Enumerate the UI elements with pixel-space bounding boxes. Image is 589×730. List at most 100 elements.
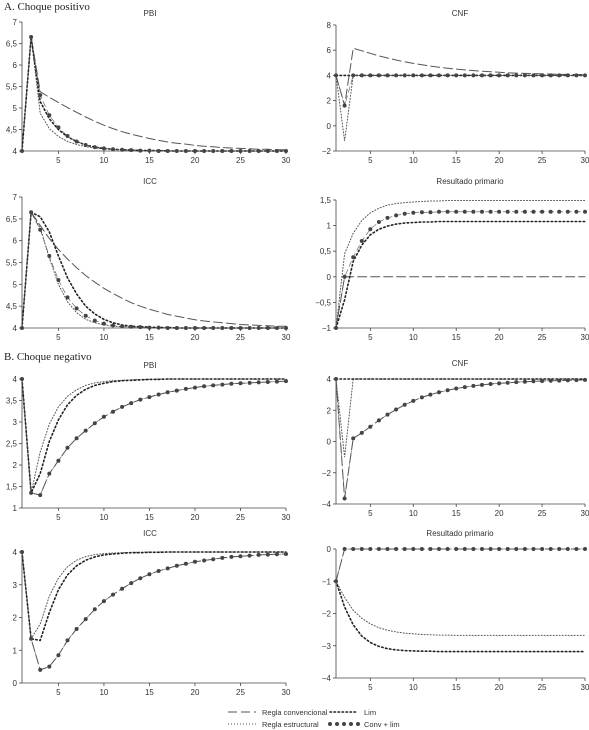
data-point	[284, 379, 288, 384]
data-point	[111, 592, 115, 597]
section-title-b: B. Choque negativo	[4, 351, 92, 363]
y-tick-label: 4	[327, 375, 332, 384]
data-point	[531, 209, 536, 214]
series-regla-estructural	[335, 200, 586, 329]
x-tick-label: 5	[368, 333, 373, 342]
data-point	[284, 326, 288, 330]
series-lim	[21, 551, 287, 642]
y-tick-label: 5,5	[6, 83, 18, 92]
data-point	[274, 552, 279, 557]
y-tick-label: −4	[322, 674, 332, 683]
data-point	[385, 215, 390, 220]
y-tick-label: 7	[13, 193, 18, 202]
data-point	[20, 550, 24, 554]
data-point	[505, 380, 510, 385]
data-point	[540, 547, 545, 551]
data-point	[557, 547, 562, 551]
series-line-lim	[21, 551, 287, 642]
data-point	[156, 325, 161, 330]
x-tick-label: 10	[99, 156, 108, 165]
x-tick-label: 10	[99, 688, 108, 697]
series-regla-convencional	[21, 36, 287, 152]
x-tick-label: 5	[368, 509, 373, 518]
data-point	[147, 395, 152, 400]
legend-swatch-dot	[342, 722, 346, 726]
data-point	[174, 388, 179, 393]
data-point	[531, 73, 536, 78]
data-point	[548, 378, 553, 383]
legend-item-regla-convencional: Regla convencional	[228, 708, 328, 717]
legend-label: Regla convencional	[262, 708, 328, 717]
data-point	[256, 380, 261, 385]
series-regla-convencional	[335, 276, 586, 329]
data-point	[574, 209, 579, 214]
x-tick-label: 25	[236, 513, 245, 522]
data-point	[462, 209, 467, 214]
data-point	[359, 547, 364, 551]
data-point	[156, 149, 161, 153]
y-tick-label: −2	[322, 469, 332, 478]
data-point	[156, 569, 161, 573]
data-point	[83, 428, 88, 433]
data-point	[565, 547, 570, 551]
series-line-conv-lim	[21, 378, 287, 496]
data-point	[83, 617, 88, 622]
x-tick-label: 25	[538, 683, 547, 692]
data-point	[368, 73, 373, 78]
series-regla-estructural	[21, 551, 287, 641]
data-point	[56, 458, 61, 463]
series-conv-lim	[334, 73, 587, 108]
data-point	[394, 213, 399, 218]
data-point	[411, 547, 416, 551]
data-point	[497, 381, 502, 386]
data-point	[129, 581, 134, 586]
y-tick-label: 3	[13, 581, 18, 590]
series-line-lim	[21, 36, 287, 152]
y-tick-label: −0,5	[315, 298, 331, 307]
y-tick-label: 1,5	[320, 196, 332, 205]
y-tick-label: 4,5	[6, 302, 18, 311]
x-tick-label: 5	[56, 156, 61, 165]
y-tick-label: 0	[327, 438, 332, 447]
data-point	[138, 397, 143, 402]
data-point	[193, 559, 197, 564]
series-regla-convencional	[335, 548, 586, 582]
x-tick-label: 5	[368, 156, 373, 165]
panel-b-icc: ICC 0 1 2 3 4 5 10 15 20 25 30	[13, 529, 291, 697]
y-tick-label: 1	[13, 504, 18, 513]
data-point	[514, 209, 519, 214]
data-point	[29, 210, 34, 215]
data-point	[462, 73, 467, 78]
data-point	[147, 572, 152, 577]
data-point	[65, 134, 70, 138]
series-line-lim	[335, 580, 586, 653]
data-point	[583, 73, 587, 78]
data-point	[92, 145, 97, 150]
legend-swatch-dot	[356, 722, 360, 726]
y-tick-label: 1	[13, 646, 18, 655]
section-title-a: A. Choque positivo	[4, 1, 90, 13]
data-point	[376, 73, 381, 78]
data-point	[56, 653, 61, 658]
data-point	[565, 378, 570, 383]
data-point	[497, 547, 502, 551]
data-point	[462, 547, 467, 551]
data-point	[165, 149, 170, 153]
data-point	[454, 386, 459, 391]
data-point	[111, 147, 115, 152]
data-point	[394, 73, 399, 78]
legend-label: Conv + lim	[364, 720, 400, 729]
series-regla-convencional	[21, 210, 287, 329]
y-tick-label: −1	[322, 324, 332, 333]
data-point	[411, 210, 416, 215]
data-point	[488, 209, 493, 214]
panel-b-cnf: CNF −4 −2 0 2 4 5 10 15 20 25 30	[322, 359, 589, 518]
data-point	[454, 73, 459, 78]
y-tick-label: −2	[322, 610, 332, 619]
y-tick-label: −1	[322, 577, 332, 586]
series-line-regla-convencional	[21, 36, 287, 152]
series-line-conv-lim	[335, 378, 586, 499]
series-line-regla-estructural	[21, 36, 287, 152]
x-tick-label: 15	[452, 683, 461, 692]
data-point	[471, 547, 476, 551]
